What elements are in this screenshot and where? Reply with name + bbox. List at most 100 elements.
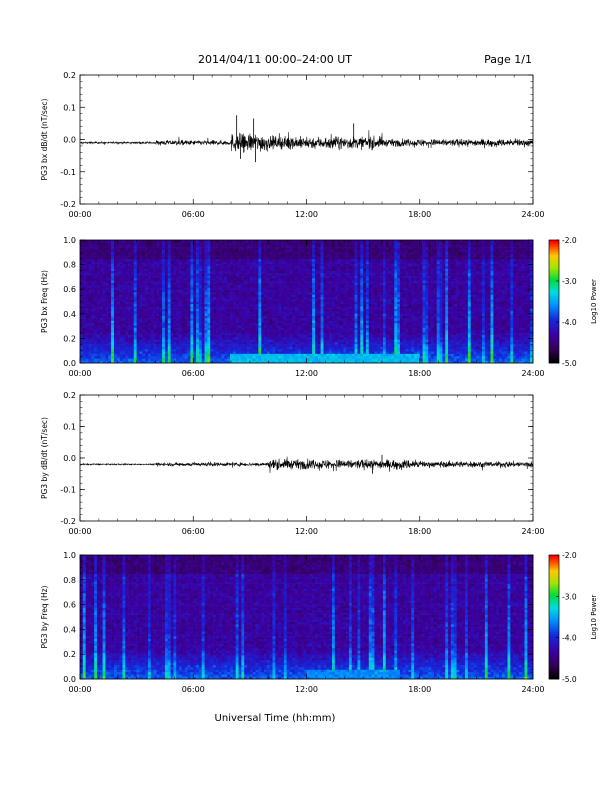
heatmap-cell — [120, 264, 123, 267]
heatmap-cell — [173, 302, 176, 305]
heatmap-cell — [312, 344, 315, 347]
heatmap-cell — [142, 240, 145, 243]
heatmap-cell — [210, 325, 213, 328]
heatmap-cell — [275, 337, 278, 340]
heatmap-cell — [97, 320, 100, 323]
heatmap-cell — [185, 330, 188, 333]
heatmap-cell — [151, 264, 154, 267]
heatmap-cell — [315, 242, 318, 245]
heatmap-cell — [233, 318, 236, 321]
heatmap-cell — [188, 252, 191, 255]
heatmap-cell — [148, 283, 151, 286]
heatmap-cell — [241, 264, 244, 267]
heatmap-cell — [185, 249, 188, 252]
heatmap-cell — [312, 313, 315, 316]
heatmap-cell — [292, 283, 295, 286]
heatmap-cell — [80, 261, 83, 264]
heatmap-cell — [247, 313, 250, 316]
heatmap-cell — [261, 240, 264, 243]
heatmap-cell — [179, 309, 182, 312]
heatmap-cell — [250, 280, 253, 283]
heatmap-cell — [125, 306, 128, 309]
heatmap-cell — [312, 252, 315, 255]
heatmap-cell — [309, 354, 312, 357]
heatmap-cell — [105, 335, 108, 338]
heatmap-cell — [241, 299, 244, 302]
heatmap-cell — [275, 335, 278, 338]
heatmap-cell — [162, 247, 165, 250]
heatmap-cell — [83, 290, 86, 293]
heatmap-cell — [227, 302, 230, 305]
heatmap-cell — [134, 335, 137, 338]
heatmap-cell — [233, 242, 236, 245]
heatmap-cell — [173, 332, 176, 335]
heatmap-cell — [290, 311, 293, 314]
heatmap-cell — [298, 245, 301, 248]
heatmap-cell — [120, 349, 123, 352]
heatmap-cell — [108, 254, 111, 257]
heatmap-cell — [315, 354, 318, 357]
heatmap-cell — [210, 242, 213, 245]
heatmap-cell — [156, 339, 159, 342]
heatmap-cell — [244, 325, 247, 328]
heatmap-cell — [91, 275, 94, 278]
heatmap-cell — [108, 273, 111, 276]
heatmap-cell — [239, 297, 242, 300]
heatmap-cell — [182, 304, 185, 307]
heatmap-cell — [261, 247, 264, 250]
heatmap-cell — [168, 254, 171, 257]
heatmap-cell — [250, 313, 253, 316]
heatmap-cell — [216, 297, 219, 300]
heatmap-cell — [185, 346, 188, 349]
heatmap-cell — [264, 280, 267, 283]
heatmap-cell — [94, 294, 97, 297]
heatmap-cell — [298, 302, 301, 305]
heatmap-cell — [156, 268, 159, 271]
heatmap-cell — [222, 247, 225, 250]
heatmap-cell — [199, 283, 202, 286]
heatmap-cell — [207, 309, 210, 312]
heatmap-cell — [97, 311, 100, 314]
heatmap-cell — [151, 356, 154, 359]
heatmap-cell — [154, 346, 157, 349]
heatmap-cell — [100, 325, 103, 328]
heatmap-cell — [256, 275, 259, 278]
heatmap-cell — [128, 311, 131, 314]
heatmap-cell — [86, 266, 89, 269]
heatmap-cell — [275, 330, 278, 333]
heatmap-cell — [315, 320, 318, 323]
heatmap-cell — [190, 316, 193, 319]
heatmap-cell — [108, 297, 111, 300]
heatmap-cell — [108, 264, 111, 267]
heatmap-cell — [326, 254, 329, 257]
heatmap-cell — [202, 332, 205, 335]
heatmap-cell — [335, 346, 338, 349]
heatmap-cell — [233, 354, 236, 357]
heatmap-cell — [205, 311, 208, 314]
heatmap-cell — [267, 311, 270, 314]
heatmap-cell — [120, 245, 123, 248]
heatmap-cell — [125, 299, 128, 302]
heatmap-cell — [205, 342, 208, 345]
heatmap-cell — [120, 337, 123, 340]
heatmap-cell — [278, 290, 281, 293]
heatmap-cell — [241, 275, 244, 278]
heatmap-cell — [278, 285, 281, 288]
heatmap-cell — [270, 292, 273, 295]
heatmap-cell — [100, 318, 103, 321]
heatmap-cell — [188, 240, 191, 243]
heatmap-cell — [219, 311, 222, 314]
heatmap-cell — [193, 306, 196, 309]
heatmap-cell — [318, 313, 321, 316]
heatmap-cell — [219, 287, 222, 290]
heatmap-cell — [117, 292, 120, 295]
heatmap-cell — [193, 309, 196, 312]
heatmap-cell — [114, 240, 117, 243]
heatmap-cell — [193, 285, 196, 288]
heatmap-cell — [273, 344, 276, 347]
heatmap-cell — [250, 316, 253, 319]
heatmap-cell — [338, 240, 341, 243]
heatmap-cell — [250, 268, 253, 271]
heatmap-cell — [193, 318, 196, 321]
heatmap-cell — [154, 309, 157, 312]
